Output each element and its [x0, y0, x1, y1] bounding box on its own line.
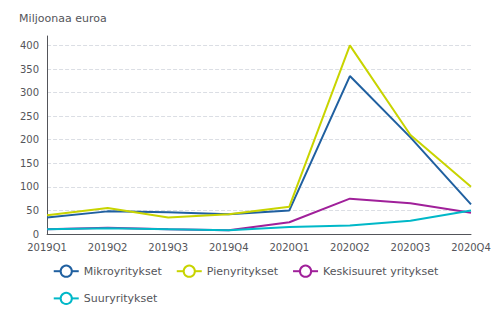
svg-text:100: 100 [20, 181, 39, 192]
svg-text:2019Q1: 2019Q1 [27, 242, 67, 253]
svg-text:2019Q4: 2019Q4 [209, 242, 249, 253]
svg-text:2019Q2: 2019Q2 [88, 242, 128, 253]
svg-text:Mikroyritykset: Mikroyritykset [84, 265, 163, 278]
svg-text:2020Q2: 2020Q2 [330, 242, 370, 253]
svg-text:200: 200 [20, 134, 39, 145]
svg-text:0: 0 [33, 229, 39, 240]
svg-text:300: 300 [20, 87, 39, 98]
svg-text:Miljoonaa euroa: Miljoonaa euroa [19, 12, 107, 25]
svg-text:400: 400 [20, 40, 39, 51]
svg-text:Suuryritykset: Suuryritykset [84, 292, 158, 305]
svg-text:2019Q3: 2019Q3 [148, 242, 188, 253]
svg-text:2020Q4: 2020Q4 [451, 242, 491, 253]
svg-text:2020Q1: 2020Q1 [269, 242, 309, 253]
svg-text:150: 150 [20, 158, 39, 169]
svg-text:350: 350 [20, 64, 39, 75]
svg-text:50: 50 [26, 205, 39, 216]
svg-text:Keskisuuret yritykset: Keskisuuret yritykset [323, 265, 439, 278]
svg-text:2020Q3: 2020Q3 [391, 242, 431, 253]
svg-text:Pienyritykset: Pienyritykset [207, 265, 279, 278]
svg-text:250: 250 [20, 111, 39, 122]
